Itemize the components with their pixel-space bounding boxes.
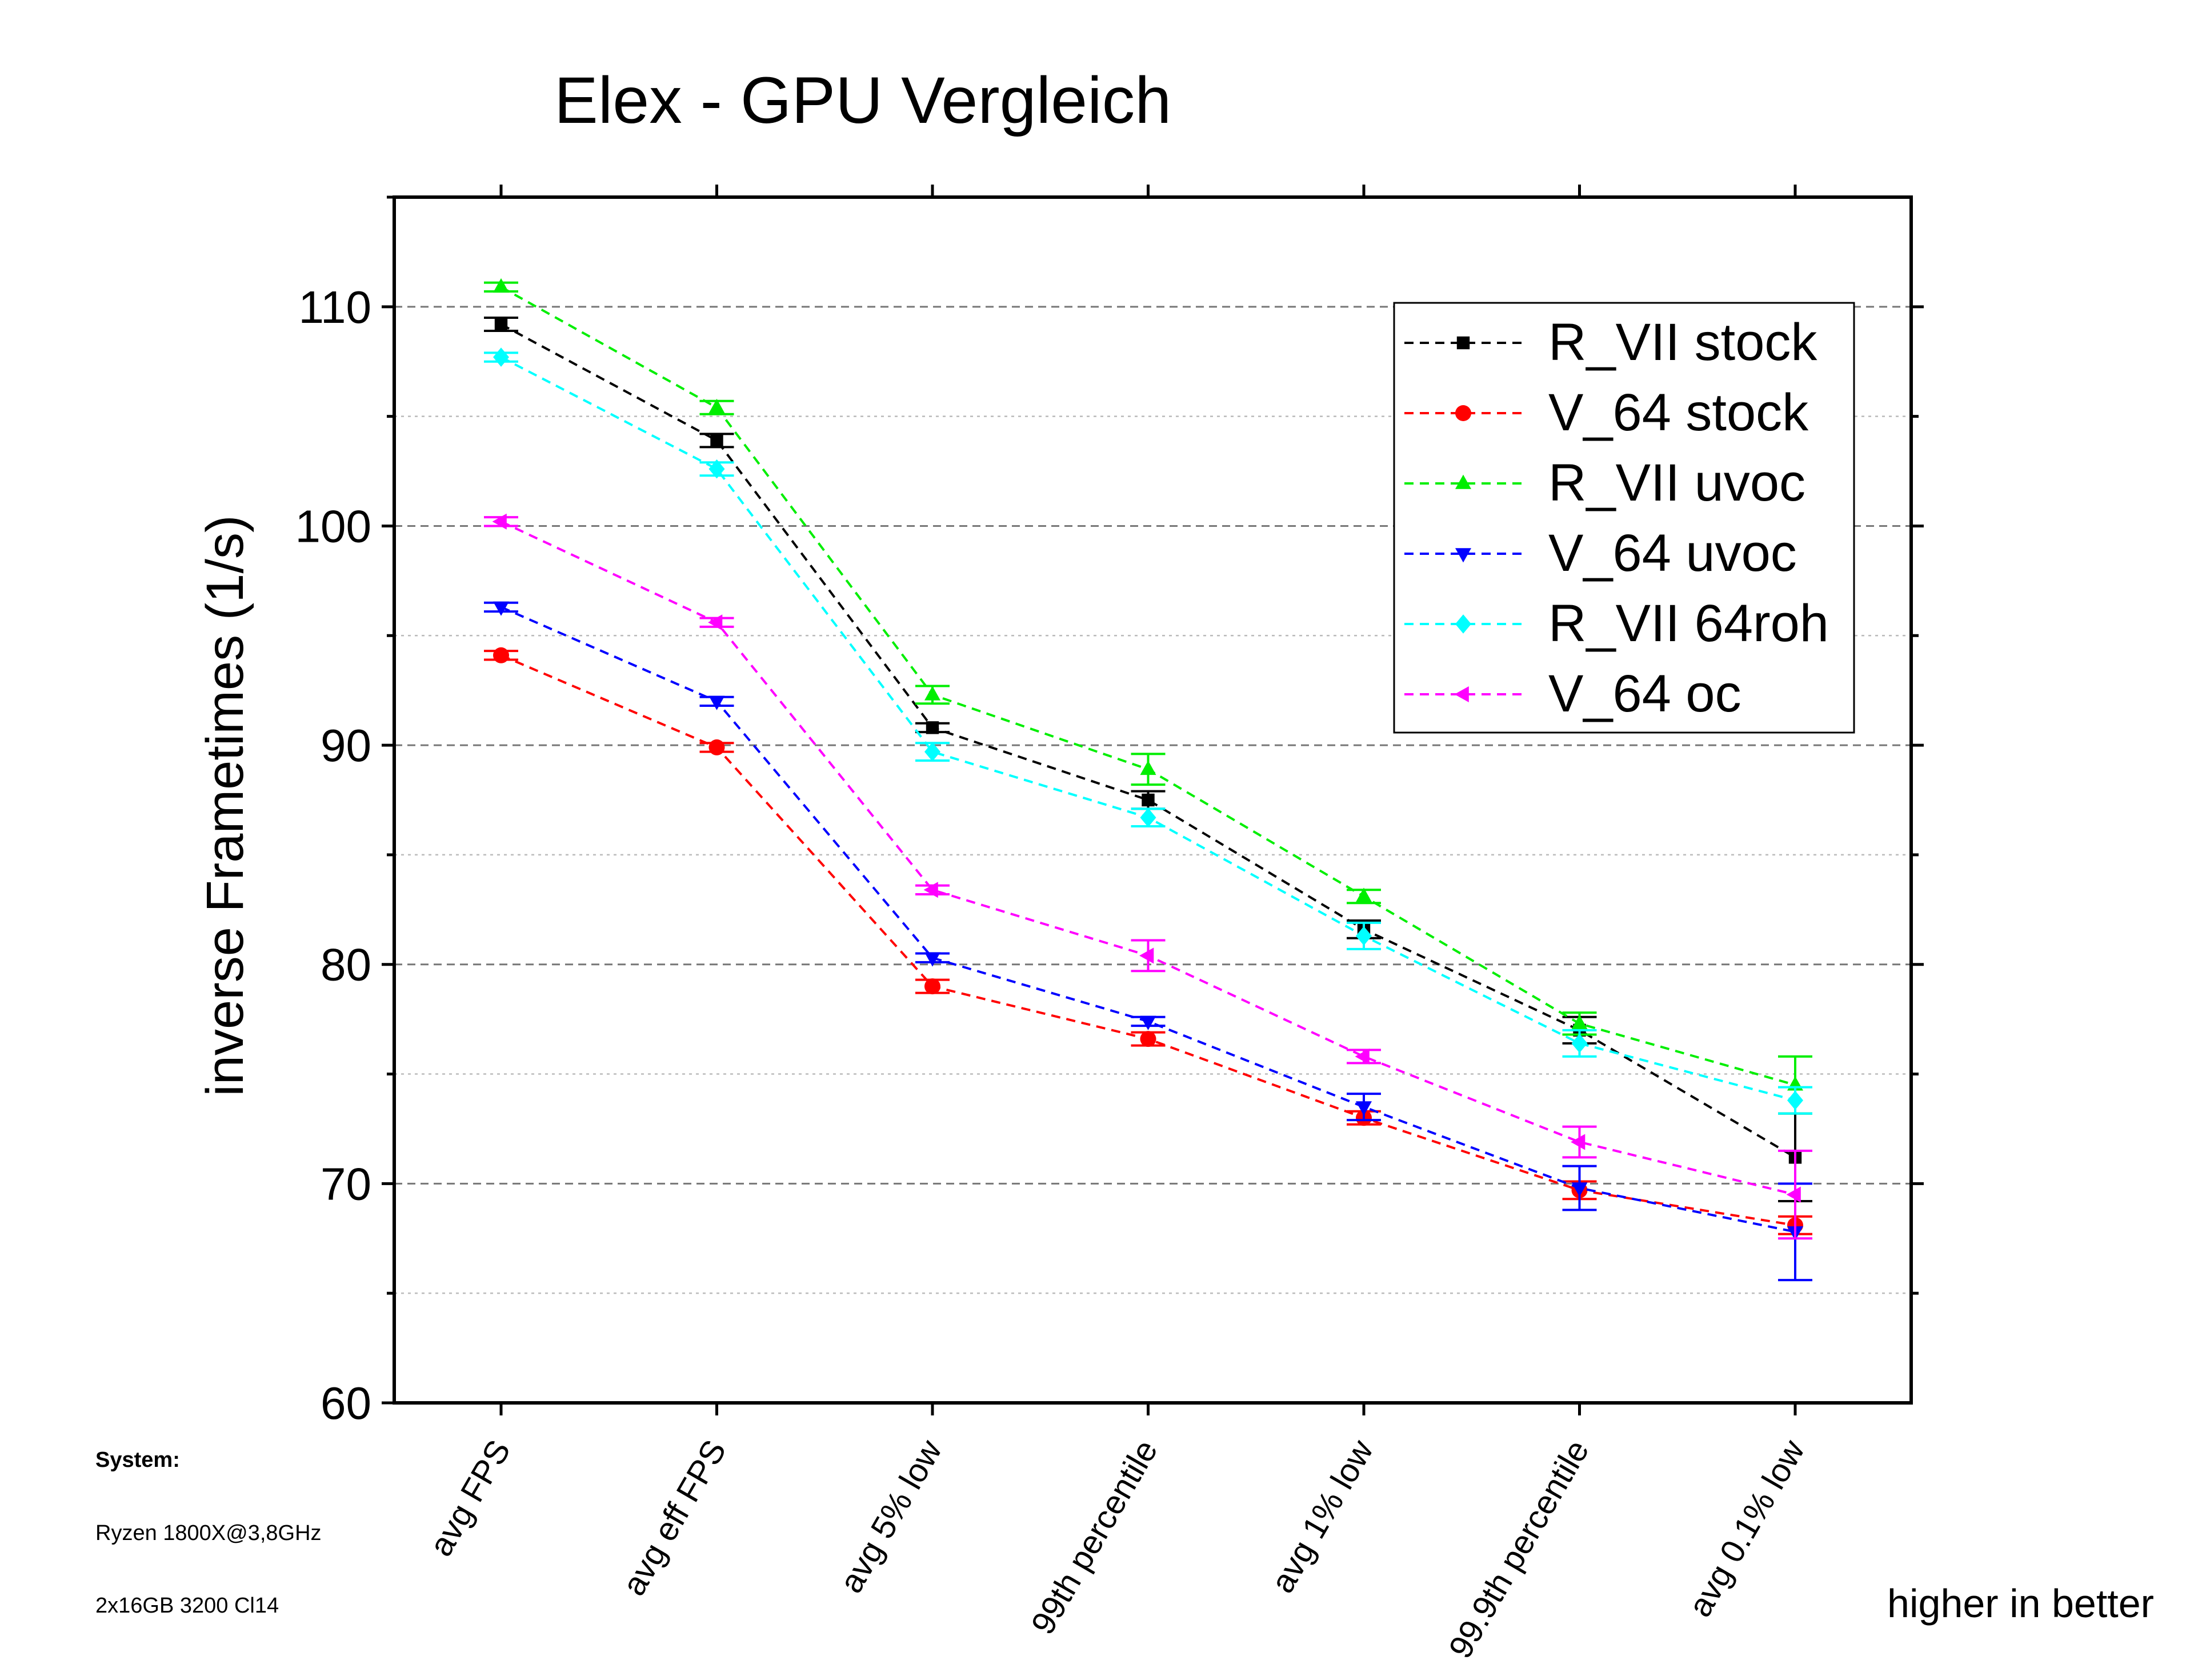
data-point — [493, 347, 509, 367]
data-point — [1571, 1182, 1588, 1197]
data-point — [1140, 1015, 1156, 1030]
data-point — [924, 742, 940, 762]
data-point — [924, 952, 940, 967]
data-point — [1356, 887, 1372, 902]
x-tick-label: avg 5% low — [832, 1433, 950, 1599]
system-cpu: Ryzen 1800X@3,8GHz — [95, 1521, 322, 1545]
data-point — [1140, 1031, 1156, 1047]
y-tick-label: 90 — [321, 720, 371, 771]
data-point — [924, 686, 940, 701]
x-tick-label: 99th percentile — [1024, 1434, 1165, 1641]
data-point — [1355, 1048, 1370, 1065]
data-point — [923, 882, 938, 898]
legend-item-r-vii-uvoc: R_VII uvoc — [1404, 454, 1805, 512]
data-point — [1571, 1134, 1586, 1150]
system-label: System: — [95, 1448, 180, 1472]
x-tick-label: 99.9th percentile — [1442, 1434, 1596, 1665]
y-tick-label: 80 — [321, 939, 371, 990]
legend-item-r-vii-64roh: R_VII 64roh — [1404, 594, 1829, 653]
y-axis-label: inverse Frametimes (1/s) — [196, 515, 254, 1096]
data-point — [708, 614, 723, 631]
legend-item-v-64-uvoc: V_64 uvoc — [1404, 524, 1797, 582]
legend-swatch-marker — [1455, 548, 1471, 563]
x-tick-label: avg 0.1% low — [1681, 1433, 1812, 1623]
data-point — [708, 739, 725, 755]
legend-item-v-64-stock: V_64 stock — [1404, 383, 1809, 442]
data-point — [1356, 926, 1372, 946]
series-v-64-oc — [484, 513, 1812, 1240]
data-point — [1571, 1034, 1588, 1053]
data-point — [493, 601, 509, 616]
data-point — [493, 647, 509, 663]
x-tick-label: avg eff FPS — [615, 1434, 733, 1602]
data-point — [492, 513, 507, 530]
data-point — [926, 721, 939, 734]
legend: R_VII stock V_64 stock R_VII uvoc V_64 uvoc… — [1393, 302, 1855, 734]
x-tick-label: avg 1% low — [1264, 1433, 1381, 1599]
legend-swatch-marker — [1455, 614, 1471, 634]
system-ram: 2x16GB 3200 Cl14 — [95, 1594, 279, 1618]
legend-box — [1393, 302, 1855, 734]
legend-label: V_64 uvoc — [1548, 524, 1797, 582]
data-point — [708, 459, 725, 479]
legend-label: V_64 oc — [1548, 665, 1741, 723]
data-point — [1140, 760, 1156, 775]
legend-item-r-vii-stock: R_VII stock — [1404, 313, 1817, 371]
legend-item-v-64-oc: V_64 oc — [1404, 665, 1741, 723]
data-point — [1140, 807, 1156, 827]
legend-swatch-marker — [1454, 686, 1469, 702]
series-r-vii-64roh — [484, 347, 1812, 1115]
data-point — [1786, 1186, 1801, 1203]
legend-swatch-marker — [1456, 336, 1470, 350]
legend-label: R_VII uvoc — [1548, 454, 1805, 512]
legend-label: R_VII stock — [1548, 313, 1817, 371]
y-tick-label: 110 — [298, 282, 371, 333]
data-point — [1571, 1014, 1588, 1030]
legend-swatch-marker — [1455, 405, 1471, 421]
data-point — [924, 978, 940, 995]
y-tick-label: 100 — [295, 501, 371, 551]
chart-title: Elex - GPU Vergleich — [554, 64, 1171, 137]
data-point — [1787, 1090, 1803, 1110]
data-series — [484, 278, 1812, 1282]
data-point — [708, 398, 725, 414]
data-point — [1142, 793, 1155, 807]
higher-is-better-note: higher in better — [1887, 1581, 2154, 1626]
plot-frame — [393, 195, 1913, 1405]
data-point — [1139, 947, 1154, 964]
legend-label: R_VII 64roh — [1548, 594, 1829, 653]
data-point — [494, 318, 508, 331]
y-tick-label: 70 — [321, 1158, 371, 1209]
data-point — [493, 278, 509, 293]
legend-label: V_64 stock — [1548, 383, 1809, 442]
x-tick-label: avg FPS — [422, 1434, 518, 1562]
legend-swatch-marker — [1455, 474, 1471, 489]
data-point — [1356, 1101, 1372, 1116]
data-point — [708, 695, 725, 710]
y-tick-label: 60 — [321, 1378, 371, 1429]
data-point — [710, 434, 723, 447]
